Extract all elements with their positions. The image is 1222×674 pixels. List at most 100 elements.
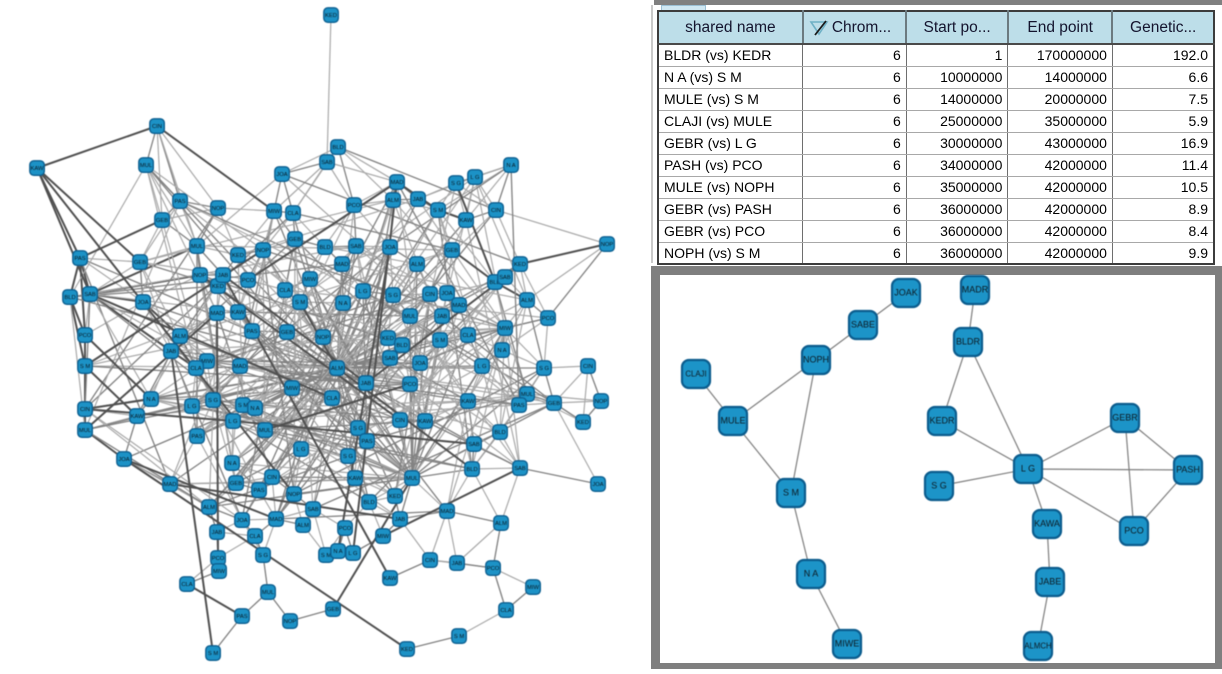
svg-text:JAB: JAB: [395, 517, 406, 523]
svg-text:CLA: CLA: [190, 366, 201, 372]
svg-text:CIN: CIN: [267, 475, 277, 481]
svg-text:MIW: MIW: [527, 585, 539, 591]
svg-text:JOA: JOA: [276, 172, 287, 178]
svg-text:S G: S G: [931, 481, 947, 491]
svg-text:JOA: JOA: [592, 482, 603, 488]
svg-text:ALM: ALM: [297, 523, 309, 529]
svg-text:PAS: PAS: [191, 434, 202, 440]
svg-text:KAW: KAW: [384, 576, 398, 582]
svg-text:N A: N A: [250, 406, 259, 412]
svg-text:MIW: MIW: [304, 277, 316, 283]
svg-text:KAW: KAW: [419, 419, 433, 425]
svg-text:SAB: SAB: [384, 356, 396, 362]
svg-text:SAB: SAB: [307, 507, 319, 513]
svg-text:S G: S G: [208, 398, 218, 404]
svg-text:KED: KED: [232, 253, 244, 259]
svg-text:SAB: SAB: [321, 160, 333, 166]
svg-text:PAS: PAS: [361, 439, 372, 445]
svg-text:CLA: CLA: [181, 582, 192, 588]
svg-text:SAB: SAB: [514, 466, 526, 472]
svg-text:S M: S M: [295, 300, 305, 306]
svg-text:PAS: PAS: [253, 488, 264, 494]
svg-text:MUL: MUL: [140, 163, 153, 169]
svg-text:GEB: GEB: [446, 248, 458, 254]
svg-text:MUL: MUL: [79, 428, 92, 434]
svg-text:KED: KED: [389, 494, 401, 500]
svg-text:PCO: PCO: [542, 316, 555, 322]
svg-text:L G: L G: [477, 364, 487, 370]
svg-text:BLD: BLD: [396, 343, 407, 349]
svg-text:GEB: GEB: [134, 260, 146, 266]
svg-text:S G: S G: [451, 181, 461, 187]
svg-text:CLA: CLA: [500, 608, 511, 614]
svg-text:BLD: BLD: [466, 467, 477, 473]
svg-text:JOA: JOA: [118, 457, 129, 463]
svg-text:SAB: SAB: [499, 275, 511, 281]
svg-text:CLA: CLA: [326, 396, 337, 402]
svg-text:PAS: PAS: [246, 329, 257, 335]
svg-text:N A: N A: [146, 397, 155, 403]
svg-text:L G: L G: [470, 175, 480, 181]
svg-text:JAB: JAB: [218, 273, 229, 279]
svg-text:MIW: MIW: [201, 359, 213, 365]
svg-text:GEB: GEB: [327, 607, 339, 613]
svg-text:N A: N A: [804, 569, 819, 579]
svg-text:NOP: NOP: [288, 492, 301, 498]
svg-text:CLA: CLA: [279, 288, 290, 294]
svg-text:NOP: NOP: [212, 206, 225, 212]
svg-text:BLD: BLD: [64, 295, 75, 301]
svg-text:BLDR: BLDR: [956, 337, 981, 347]
svg-text:KED: KED: [212, 284, 224, 290]
svg-text:NOP: NOP: [601, 242, 614, 248]
svg-text:MIW: MIW: [499, 326, 511, 332]
svg-text:N A: N A: [506, 163, 515, 169]
svg-text:S G: S G: [343, 454, 353, 460]
svg-text:JOAK: JOAK: [894, 288, 918, 298]
svg-text:S M: S M: [208, 651, 218, 657]
svg-text:MAD: MAD: [164, 482, 177, 488]
svg-text:BLD: BLD: [363, 500, 374, 506]
svg-text:GEB: GEB: [230, 481, 242, 487]
svg-text:GEB: GEB: [548, 401, 560, 407]
svg-text:GEB: GEB: [289, 237, 301, 243]
svg-text:SABE: SABE: [851, 320, 875, 330]
svg-text:MAD: MAD: [270, 517, 283, 523]
svg-text:S M: S M: [435, 338, 445, 344]
svg-text:CIN: CIN: [583, 364, 593, 370]
svg-text:MUL: MUL: [406, 476, 419, 482]
svg-text:CIN: CIN: [152, 124, 162, 130]
svg-text:KAW: KAW: [460, 218, 474, 224]
svg-text:PAS: PAS: [236, 614, 247, 620]
svg-text:JOA: JOA: [236, 518, 247, 524]
svg-text:CIN: CIN: [80, 407, 90, 413]
svg-text:MUL: MUL: [262, 590, 275, 596]
svg-text:GEB: GEB: [281, 330, 293, 336]
svg-text:MIW: MIW: [213, 569, 225, 575]
svg-text:MAD: MAD: [336, 262, 349, 268]
svg-text:S M: S M: [238, 403, 248, 409]
svg-text:MULE: MULE: [720, 416, 745, 426]
svg-text:L G: L G: [1021, 464, 1035, 474]
svg-text:KED: KED: [325, 13, 337, 19]
svg-text:PASH: PASH: [1176, 465, 1200, 475]
svg-text:S M: S M: [783, 488, 799, 498]
svg-text:NOP: NOP: [317, 335, 330, 341]
svg-text:MUL: MUL: [521, 392, 534, 398]
svg-text:ALM: ALM: [331, 366, 343, 372]
svg-text:MAD: MAD: [391, 180, 404, 186]
svg-text:BLD: BLD: [494, 430, 505, 436]
svg-text:MUL: MUL: [404, 314, 417, 320]
svg-text:PCO: PCO: [1124, 526, 1144, 536]
svg-text:MAD: MAD: [234, 364, 247, 370]
svg-text:JOA: JOA: [441, 291, 452, 297]
svg-text:PCO: PCO: [487, 566, 500, 572]
svg-text:MAD: MAD: [453, 303, 466, 309]
svg-text:KAW: KAW: [232, 310, 246, 316]
svg-text:NOP: NOP: [284, 619, 297, 625]
svg-text:S M: S M: [454, 634, 464, 640]
svg-text:MAD: MAD: [211, 311, 224, 317]
svg-text:PCO: PCO: [212, 556, 225, 562]
svg-text:JOA: JOA: [137, 300, 148, 306]
svg-text:L G: L G: [187, 404, 197, 410]
svg-text:S G: S G: [258, 553, 268, 559]
